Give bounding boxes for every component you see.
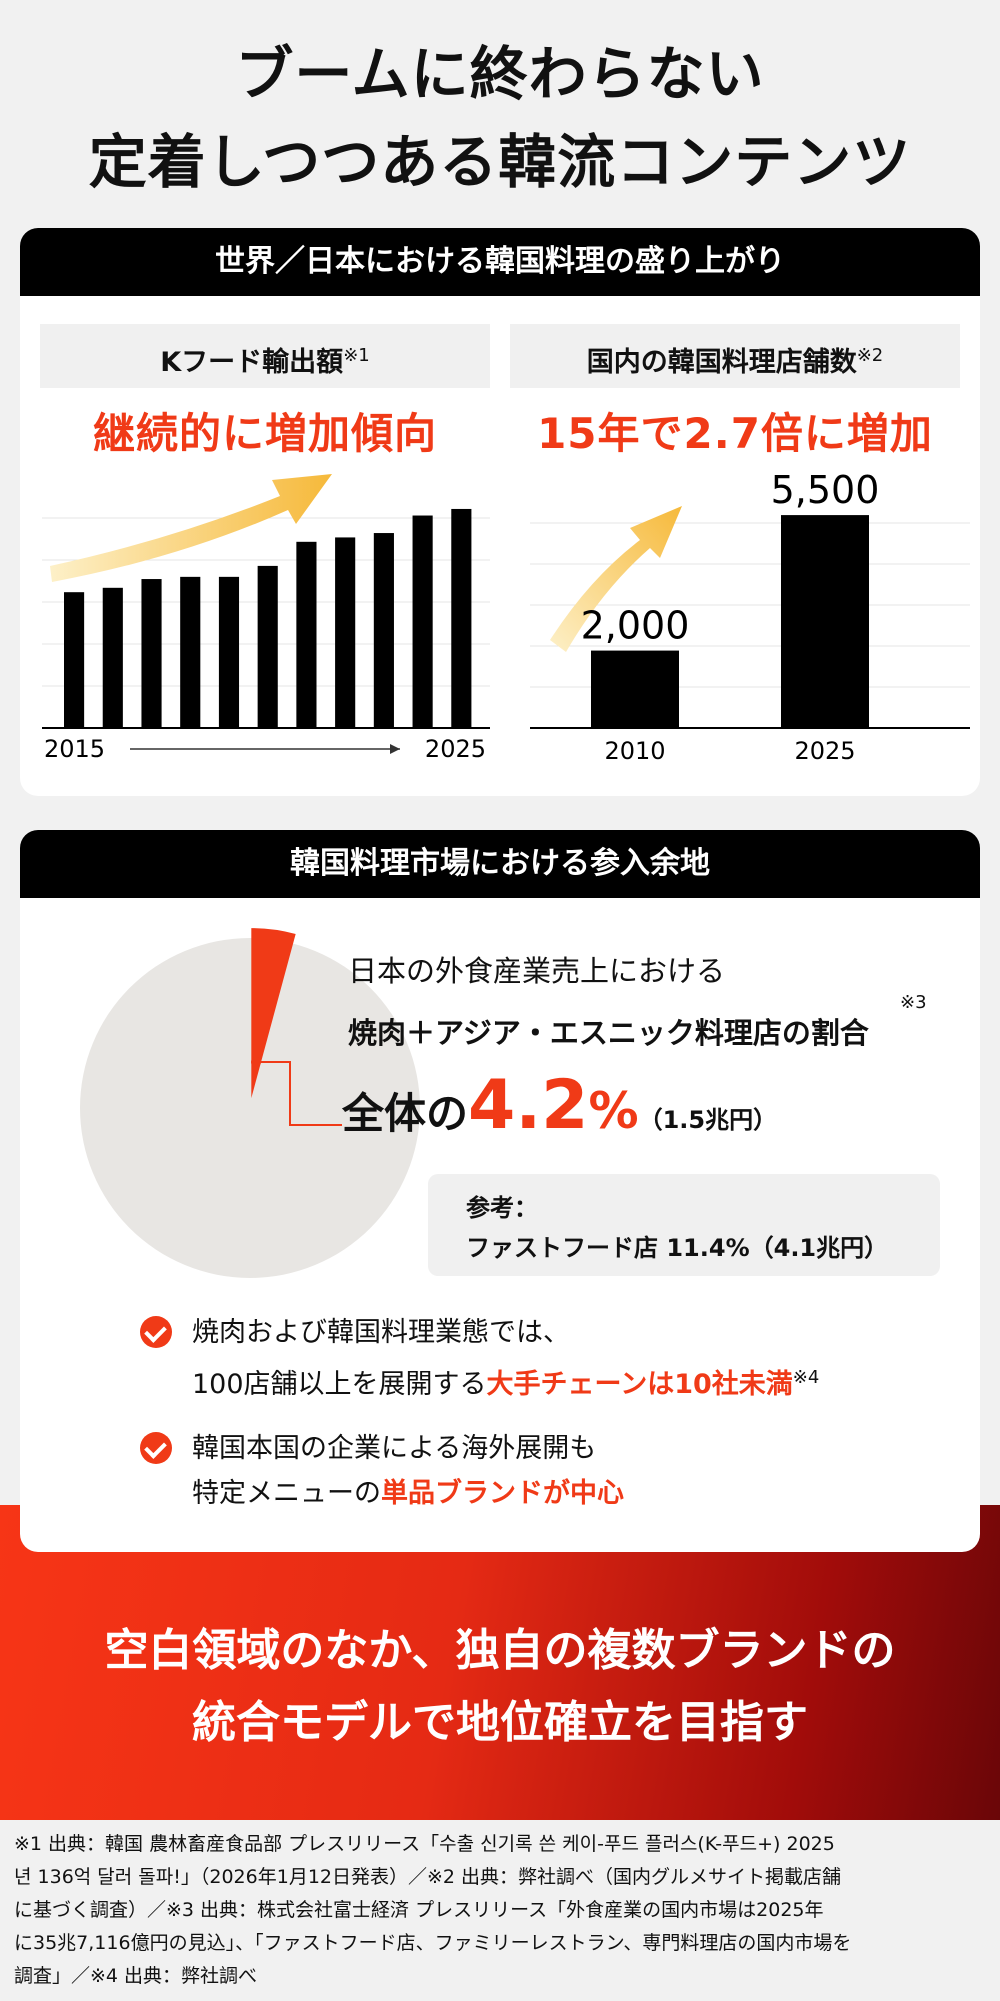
bullet-1-plain: 100店舗以上を展開する: [192, 1369, 487, 1400]
stores-subtitle-text: 国内の韓国料理店舗数: [586, 347, 857, 378]
reference-value: ファストフード店 11.4%（4.1兆円）: [466, 1234, 889, 1262]
section1-header: 世界／日本における韓国料理の盛り上がり: [20, 228, 980, 296]
pie-slice-rest: [80, 938, 420, 1278]
bullet-2-line2: 特定メニューの単品ブランドが中心: [192, 1471, 624, 1516]
growth-arrow-right: [550, 506, 682, 652]
bar-2016: [102, 587, 123, 728]
tick-label-2010: 2010: [604, 737, 665, 765]
footnote-line: に35兆7,116億円の見込」、「ファストフード店、ファミリーレストラン、専門料…: [14, 1932, 852, 1954]
check-icon: [140, 1432, 172, 1464]
bullet-2-line1: 韓国本国の企業による海外展開も: [192, 1433, 597, 1464]
pie-pointer-line: [256, 1061, 342, 1126]
kfood-tick-end: 2025: [425, 735, 486, 763]
data-label-2010: 2,000: [581, 604, 690, 648]
section2-header: 韓国料理市場における参入余地: [20, 830, 980, 898]
slogan-line2: 統合モデルで地位確立を目指す: [192, 1697, 808, 1748]
kfood-subtitle: Kフード輸出額※1: [40, 324, 490, 388]
store-count-chart: 2,000 2010 5,500 2025: [530, 468, 970, 765]
page-title-line1: ブームに終わらない: [235, 40, 765, 108]
kfood-export-chart: 2015 2025: [42, 474, 490, 763]
share-total-prefix: 全体の: [342, 1089, 469, 1138]
page-title-line2: 定着しつつある韓流コンテンツ: [88, 128, 912, 196]
pie-slice-highlight: [251, 928, 296, 1099]
footnote-line: に基づく調査）／※3 出典：株式会社富士経済 プレスリリース「外食産業の国内市場…: [14, 1899, 824, 1921]
slogan-line1: 空白領域のなか、独自の複数ブランドの: [104, 1625, 896, 1676]
share-desc-line2: 焼肉＋アジア・エスニック料理店の割合: [348, 1016, 869, 1050]
data-label-2025: 5,500: [771, 468, 880, 512]
bar-2024: [412, 515, 433, 728]
footnote-line: 년 136억 달러 돌파!」（2026年1月12日発表）／※2 出典：弊社調べ（…: [14, 1866, 842, 1888]
stores-note-mark: ※2: [856, 345, 884, 366]
kfood-tick-start: 2015: [44, 735, 105, 763]
bar-2020: [257, 565, 278, 728]
section2-card: 韓国料理市場における参入余地 日本の外食産業売上における ※3 焼肉＋アジア・エ…: [20, 830, 980, 1552]
section1-card: 世界／日本における韓国料理の盛り上がり Kフード輸出額※1 国内の韓国料理店舗数…: [20, 228, 980, 796]
bullet-2-highlight: 単品ブランドが中心: [381, 1478, 624, 1509]
bar-2025: [781, 515, 869, 728]
bullet-1-note: ※4: [792, 1367, 820, 1388]
bar-2021: [296, 541, 317, 728]
reference-box: 参考： ファストフード店 11.4%（4.1兆円）: [428, 1174, 940, 1276]
footnote-line: ※1 出典：韓国 農林畜産食品部 プレスリリース「수출 신기록 쓴 케이-푸드 …: [14, 1833, 835, 1855]
share-total-value: 4.2: [468, 1066, 589, 1145]
bar-2023: [373, 533, 394, 728]
stores-subtitle: 国内の韓国料理店舗数※2: [510, 324, 960, 388]
bar-2022: [335, 537, 356, 728]
check-icon: [140, 1316, 172, 1348]
bar-2019: [218, 576, 240, 728]
bar-2010: [591, 650, 679, 728]
bar-2015: [64, 592, 85, 728]
stores-headline: 15年で2.7倍に増加: [537, 409, 933, 458]
kfood-headline: 継続的に増加傾向: [92, 409, 437, 458]
share-note-mark: ※3: [900, 992, 927, 1013]
bar-2018: [180, 576, 201, 728]
kfood-note-mark: ※1: [343, 345, 370, 366]
bullet-1-line2: 100店舗以上を展開する大手チェーンは10社未満※4: [192, 1355, 819, 1407]
footnote-line: 調査」／※4 出典：弊社調べ: [14, 1965, 258, 1987]
bullet-1-highlight: 大手チェーンは10社未満: [486, 1369, 793, 1400]
bar-2017: [141, 579, 162, 728]
tick-label-2025: 2025: [794, 737, 855, 765]
kfood-subtitle-text: Kフード輸出額: [160, 347, 344, 378]
bar-2025: [451, 508, 472, 728]
footnotes: ※1 出典：韓国 農林畜産食品部 プレスリリース「수출 신기록 쓴 케이-푸드 …: [14, 1828, 994, 1993]
bullet-2-text: 韓国本国の企業による海外展開も 特定メニューの単品ブランドが中心: [192, 1426, 624, 1516]
share-total-suffix: （1.5兆円）: [638, 1106, 778, 1134]
bullet-2-plain: 特定メニューの: [192, 1478, 381, 1509]
reference-label: 参考：: [466, 1194, 538, 1222]
timeline-arrow-head: [390, 744, 400, 754]
market-share-pie: [80, 928, 420, 1278]
share-desc-line1: 日本の外食産業売上における: [348, 954, 726, 988]
share-total-unit: %: [588, 1082, 639, 1140]
slogan: 空白領域のなか、独自の複数ブランドの 統合モデルで地位確立を目指す: [0, 1615, 1000, 1759]
growth-arrow-left: [50, 474, 332, 582]
bullet-1-line1: 焼肉および韓国料理業態では、: [192, 1317, 570, 1348]
share-total-row: 全体の4.2%（1.5兆円）: [342, 1066, 777, 1145]
bullet-1-text: 焼肉および韓国料理業態では、 100店舗以上を展開する大手チェーンは10社未満※…: [192, 1310, 819, 1407]
